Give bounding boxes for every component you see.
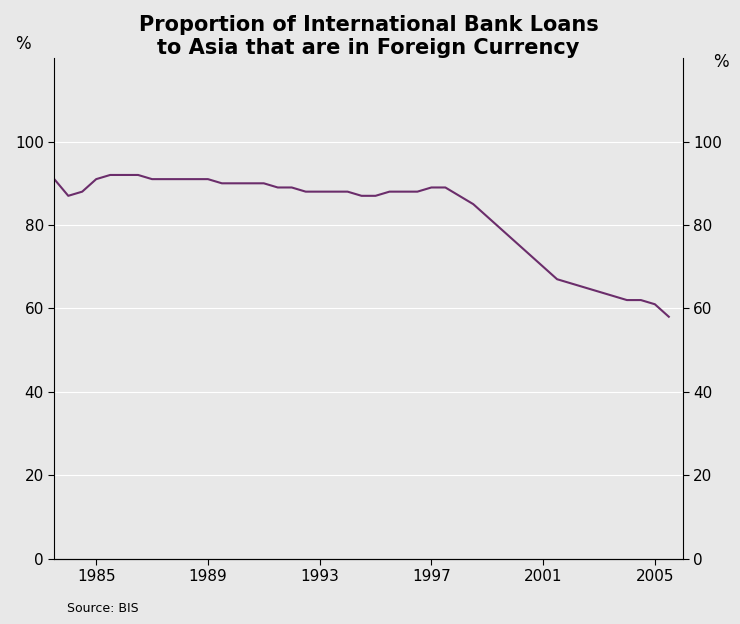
Text: Source: BIS: Source: BIS: [67, 602, 138, 615]
Y-axis label: %: %: [15, 35, 30, 53]
Title: Proportion of International Bank Loans
to Asia that are in Foreign Currency: Proportion of International Bank Loans t…: [138, 15, 599, 58]
Y-axis label: %: %: [713, 53, 728, 71]
